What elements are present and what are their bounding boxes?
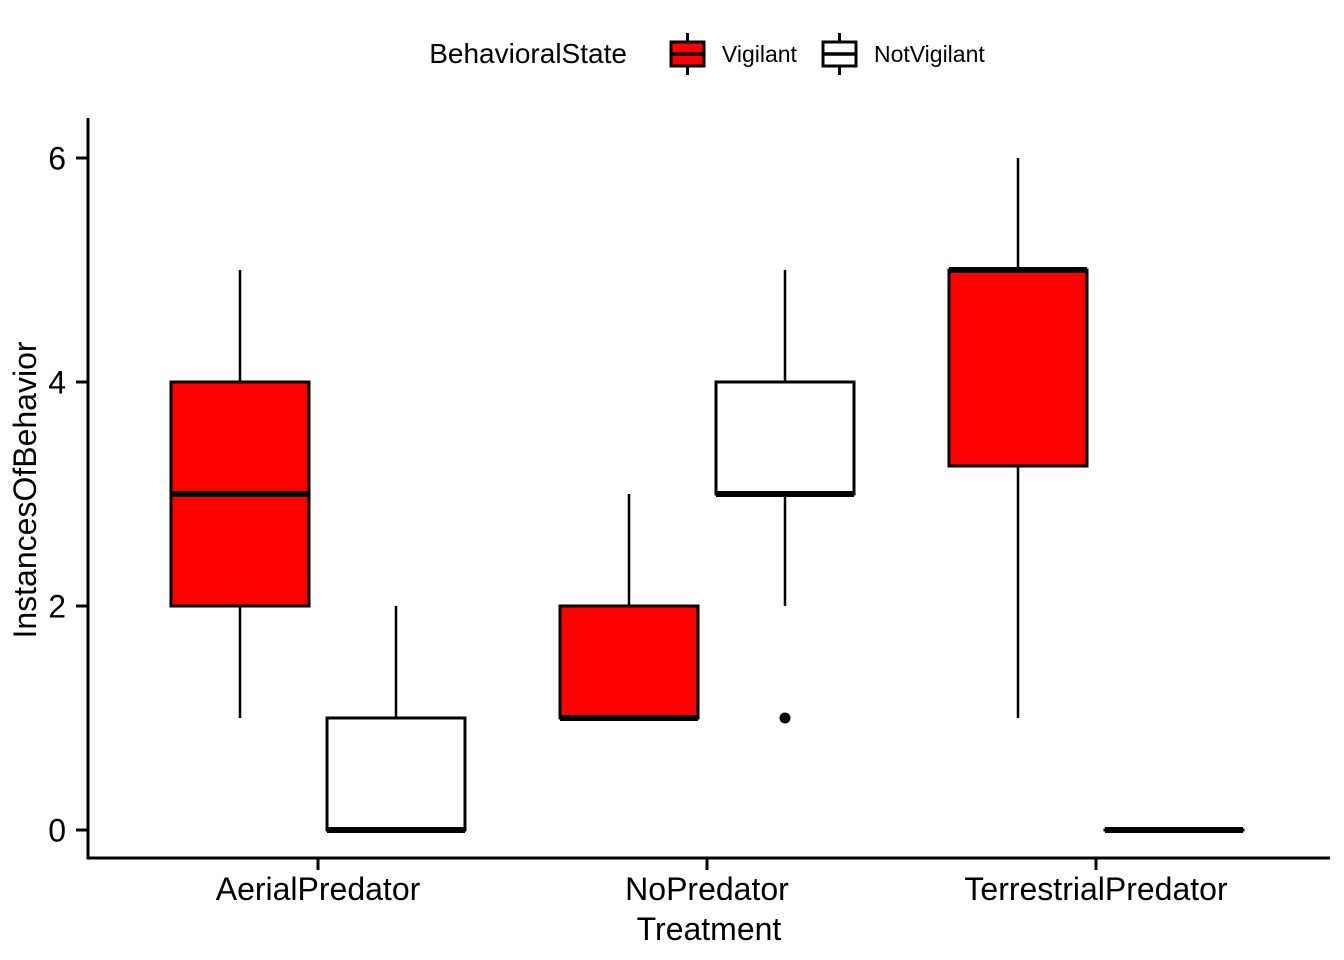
y-tick-label: 2 — [48, 589, 66, 625]
y-tick-label: 0 — [48, 813, 66, 849]
x-tick-label: NoPredator — [625, 871, 789, 907]
outlier-point — [779, 712, 791, 724]
x-tick-label: TerrestrialPredator — [964, 871, 1228, 907]
box-notvigilant-aerialpredator — [325, 716, 467, 832]
y-tick-label: 4 — [48, 365, 66, 401]
x-axis-title: Treatment — [637, 911, 782, 947]
y-axis-title: InstancesOfBehavior — [7, 341, 43, 638]
box-vigilant-terrestrialpredator — [947, 268, 1089, 468]
axes-layer: 0 2 4 6 AerialPredator NoPredator TerrestrialP… — [48, 118, 1330, 907]
box-notvigilant-nopredator — [714, 380, 856, 496]
box-vigilant-nopredator — [558, 604, 700, 720]
x-tick-label: AerialPredator — [216, 871, 421, 907]
boxplot-layer — [169, 158, 1245, 833]
y-tick-label: 6 — [48, 141, 66, 177]
